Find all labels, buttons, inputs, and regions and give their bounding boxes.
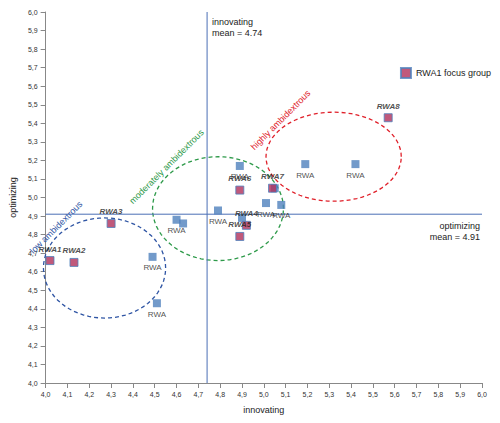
svg-text:5,9: 5,9 <box>28 27 38 34</box>
svg-text:innovating: innovating <box>243 405 284 415</box>
svg-text:4,0: 4,0 <box>41 391 51 398</box>
svg-text:4,5: 4,5 <box>150 391 160 398</box>
svg-text:optimizing: optimizing <box>8 177 18 218</box>
svg-text:5,5: 5,5 <box>28 101 38 108</box>
svg-text:4,8: 4,8 <box>28 231 38 238</box>
svg-text:RWA: RWA <box>296 171 315 180</box>
svg-text:5,6: 5,6 <box>390 391 400 398</box>
svg-text:6,0: 6,0 <box>477 391 487 398</box>
svg-text:RWA6: RWA6 <box>228 174 252 183</box>
svg-text:4,9: 4,9 <box>28 213 38 220</box>
svg-text:RWA8: RWA8 <box>377 102 401 111</box>
svg-text:5,1: 5,1 <box>281 391 291 398</box>
svg-text:highly ambidextrous: highly ambidextrous <box>249 88 313 152</box>
svg-text:5,0: 5,0 <box>259 391 269 398</box>
svg-text:RWA: RWA <box>209 217 228 226</box>
svg-text:RWA4: RWA4 <box>235 209 259 218</box>
svg-text:RWA3: RWA3 <box>100 207 124 216</box>
svg-text:4,0: 4,0 <box>28 380 38 387</box>
svg-text:5,2: 5,2 <box>303 391 313 398</box>
svg-text:RWA5: RWA5 <box>228 220 252 229</box>
svg-text:RWA: RWA <box>346 171 365 180</box>
svg-text:4,1: 4,1 <box>28 361 38 368</box>
svg-text:5,4: 5,4 <box>346 391 356 398</box>
svg-text:4,1: 4,1 <box>63 391 73 398</box>
svg-text:innovating: innovating <box>212 17 253 27</box>
svg-text:6,0: 6,0 <box>28 9 38 16</box>
svg-text:low ambidextrous: low ambidextrous <box>27 199 85 256</box>
svg-text:5,9: 5,9 <box>455 391 465 398</box>
svg-text:RWA: RWA <box>256 209 276 219</box>
svg-text:5,8: 5,8 <box>433 391 443 398</box>
svg-text:4,2: 4,2 <box>28 342 38 349</box>
svg-text:5,0: 5,0 <box>28 194 38 201</box>
svg-text:5,5: 5,5 <box>368 391 378 398</box>
svg-text:RWA1: RWA1 <box>39 245 63 254</box>
svg-text:5,2: 5,2 <box>28 157 38 164</box>
svg-text:4,4: 4,4 <box>28 305 38 312</box>
svg-text:4,5: 4,5 <box>28 287 38 294</box>
svg-text:4,3: 4,3 <box>28 324 38 331</box>
svg-text:5,6: 5,6 <box>28 83 38 90</box>
svg-text:5,7: 5,7 <box>412 391 422 398</box>
svg-text:mean = 4.91: mean = 4.91 <box>430 232 480 242</box>
svg-text:RWA: RWA <box>167 226 186 235</box>
svg-text:5,1: 5,1 <box>28 175 38 182</box>
svg-text:5,4: 5,4 <box>28 120 38 127</box>
svg-text:4,6: 4,6 <box>172 391 182 398</box>
svg-text:RWA7: RWA7 <box>261 172 285 181</box>
svg-text:moderately ambidextrous: moderately ambidextrous <box>127 127 206 206</box>
svg-text:4,6: 4,6 <box>28 268 38 275</box>
svg-text:optimizing: optimizing <box>439 221 480 231</box>
svg-text:5,7: 5,7 <box>28 64 38 71</box>
svg-text:mean = 4.74: mean = 4.74 <box>212 28 262 38</box>
svg-text:4,7: 4,7 <box>193 391 203 398</box>
svg-text:RWA2: RWA2 <box>63 246 87 255</box>
svg-text:4,8: 4,8 <box>215 391 225 398</box>
svg-text:4,4: 4,4 <box>128 391 138 398</box>
svg-text:5,8: 5,8 <box>28 46 38 53</box>
svg-text:4,2: 4,2 <box>84 391 94 398</box>
svg-text:RWA: RWA <box>143 263 162 272</box>
svg-text:RWA1 focus group: RWA1 focus group <box>416 68 491 78</box>
svg-text:4,9: 4,9 <box>237 391 247 398</box>
svg-text:RWA: RWA <box>148 310 167 319</box>
svg-text:RWA: RWA <box>272 211 291 220</box>
svg-text:4,3: 4,3 <box>106 391 116 398</box>
svg-text:5,3: 5,3 <box>324 391 334 398</box>
svg-text:5,3: 5,3 <box>28 138 38 145</box>
